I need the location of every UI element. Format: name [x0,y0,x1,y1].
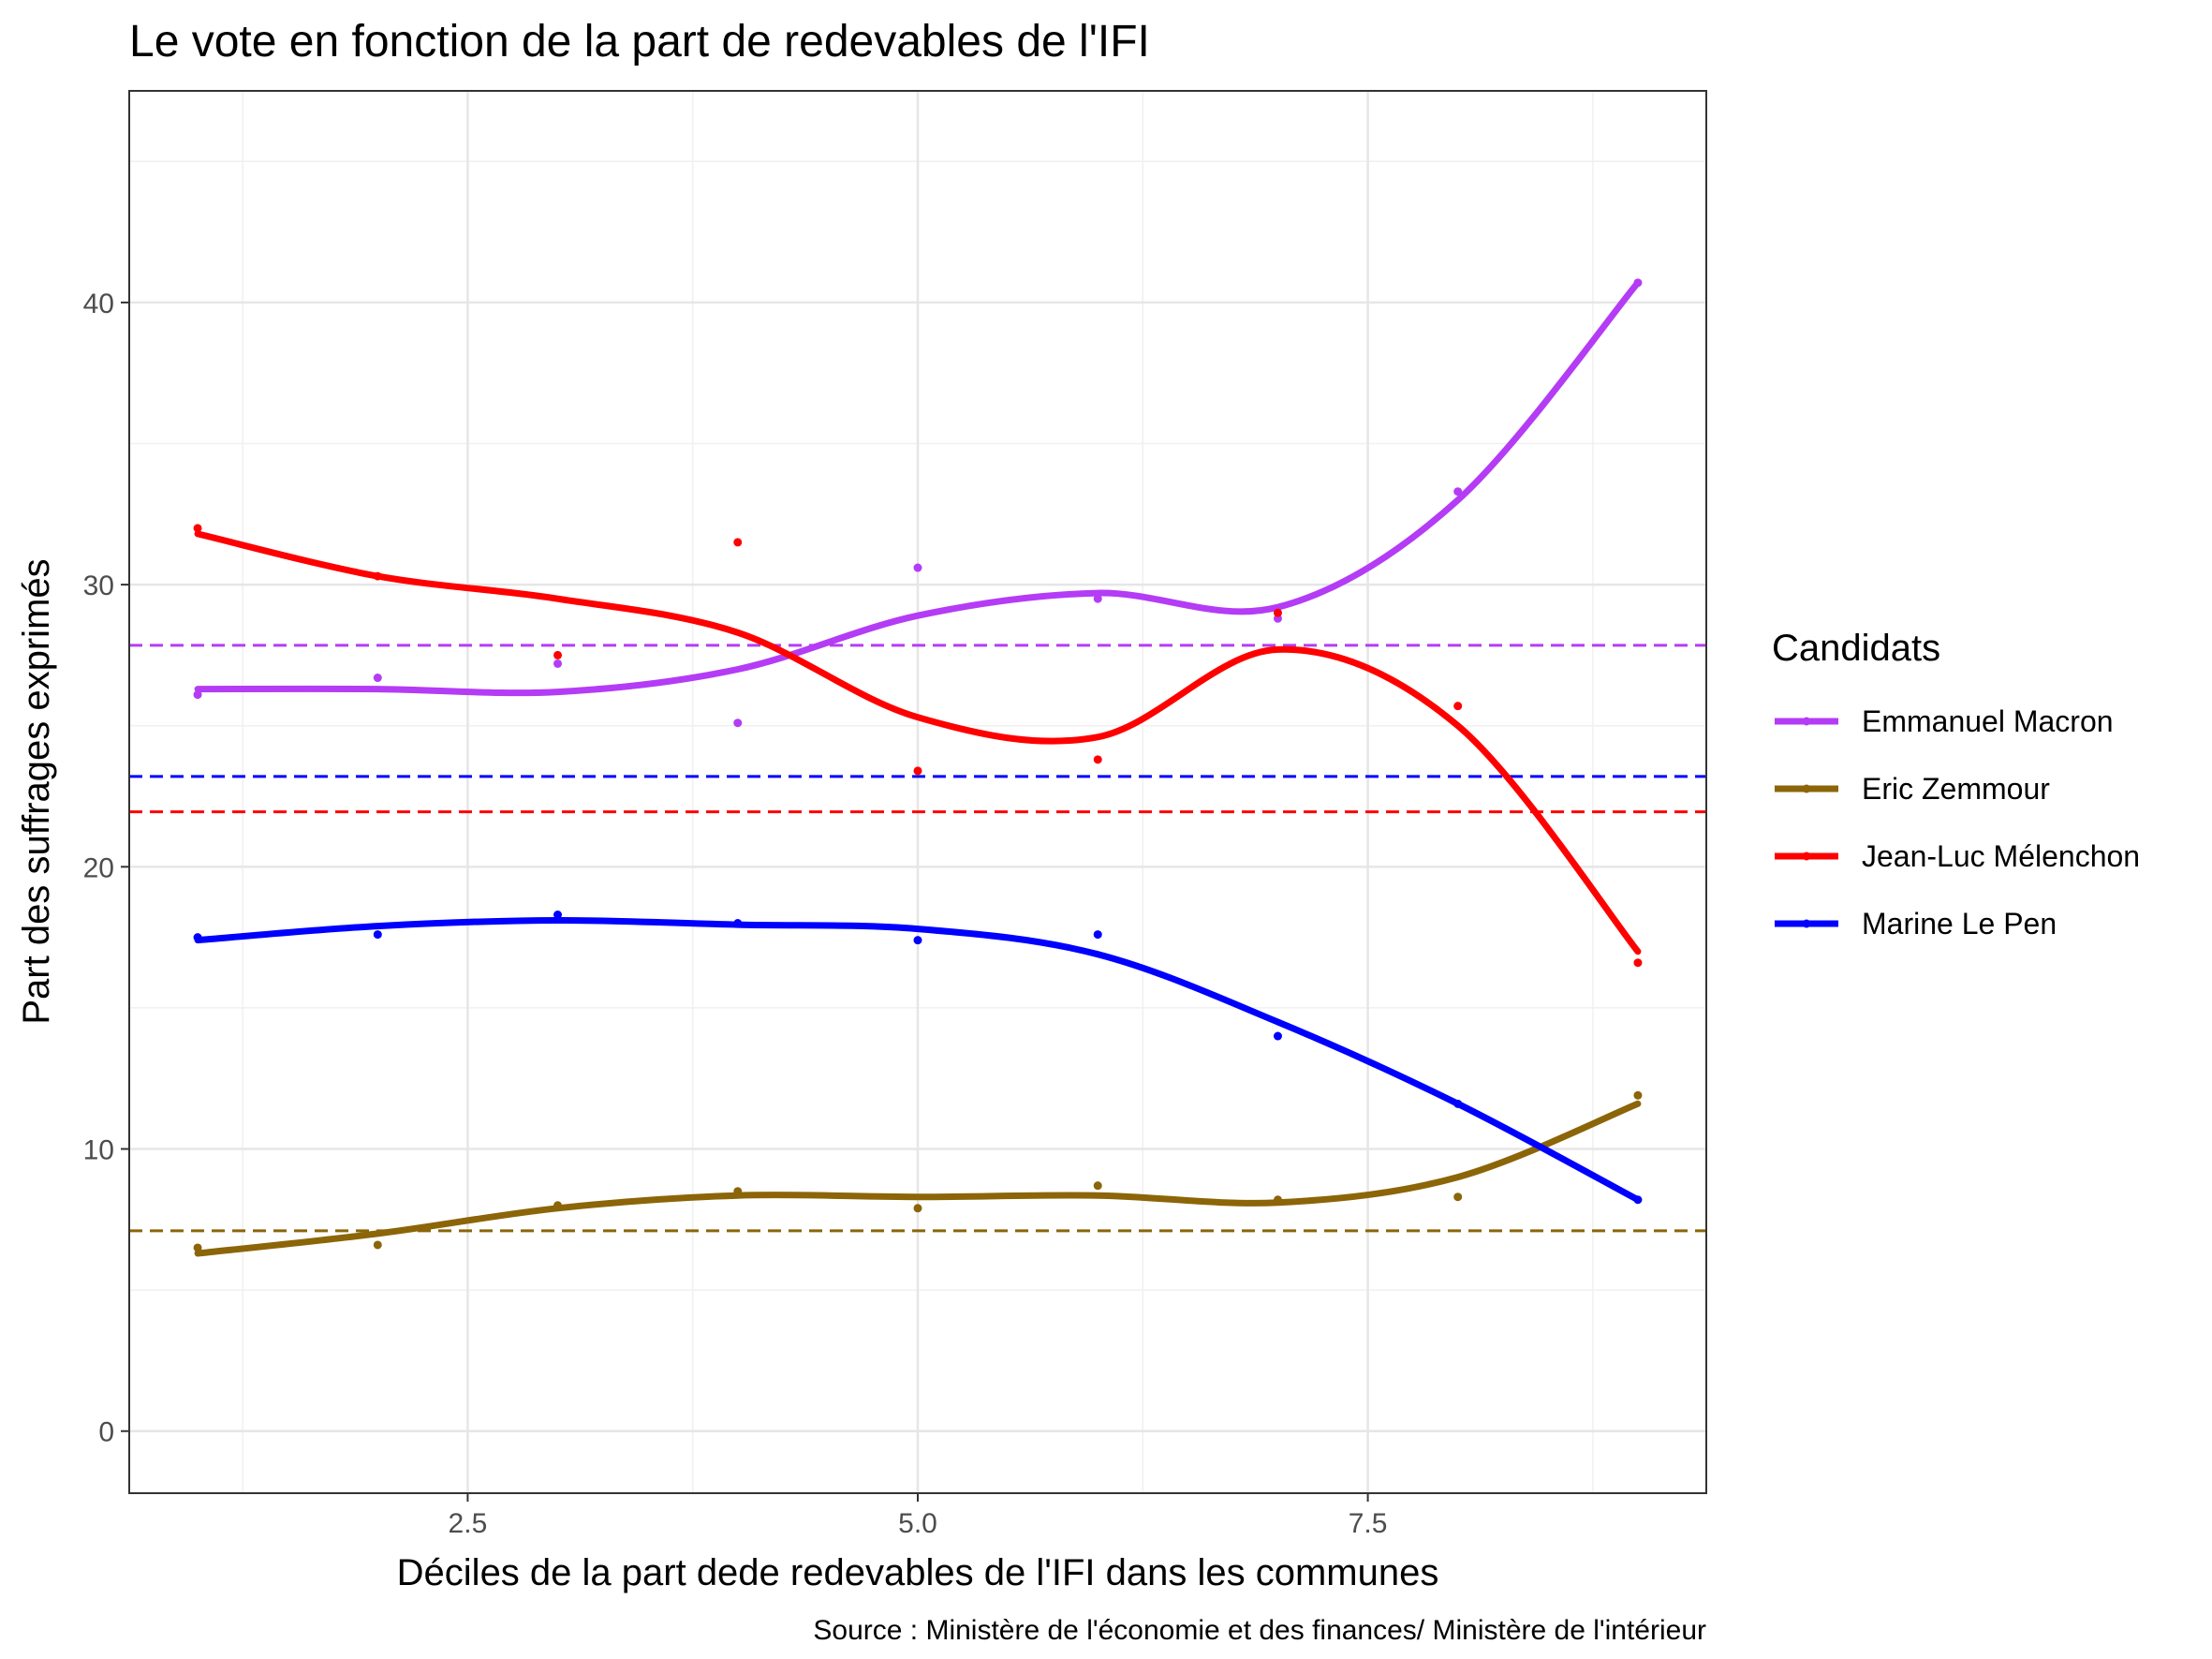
data-point [193,690,202,700]
chart-title: Le vote en fonction de la part de redeva… [129,17,1150,67]
data-point [1453,1099,1463,1108]
data-point [1093,594,1102,603]
data-point [553,911,563,920]
data-point [733,718,743,728]
legend-key-point [1802,717,1811,726]
data-point [193,524,202,533]
data-point [733,1187,743,1196]
legend-item: Eric Zemmour [1775,772,2050,806]
legend-title: Candidats [1772,628,1940,669]
x-tick-label: 5.0 [898,1508,937,1539]
data-point [553,659,563,668]
series-line [194,279,1642,697]
legend-label: Marine Le Pen [1862,907,2057,941]
data-point [1453,1192,1463,1202]
y-tick-label: 10 [83,1135,114,1166]
data-point [913,1204,922,1213]
legend-item: Jean-Luc Mélenchon [1775,839,2140,873]
data-point [1633,278,1643,288]
data-point [913,563,922,572]
x-axis-title: Déciles de la part dede redevables de l'… [397,1552,1439,1593]
series-line [194,916,1642,1204]
y-tick-label: 40 [83,289,114,319]
legend-item: Emmanuel Macron [1775,704,2114,738]
x-tick-label: 7.5 [1349,1508,1388,1539]
data-point [913,766,922,776]
data-point [373,1240,382,1250]
y-axis: 0 10 20 30 40 [83,289,129,1448]
legend-key-point [1802,784,1811,793]
data-point [733,919,743,928]
data-point [1633,1090,1643,1100]
data-point [373,674,382,683]
data-point [1273,608,1282,617]
mean-lines [129,644,1706,1233]
legend-label: Emmanuel Macron [1862,704,2114,738]
data-point [733,538,743,547]
x-axis: 2.5 5.0 7.5 [449,1493,1388,1539]
legend-item: Marine Le Pen [1775,907,2057,941]
data-point [1633,1195,1643,1205]
grid [129,91,1706,1493]
data-points [193,278,1643,1252]
legend-label: Eric Zemmour [1862,772,2050,806]
data-point [1453,487,1463,496]
legend-key-point [1802,919,1811,928]
legend-key-point [1802,852,1811,861]
series-line [194,530,1642,955]
data-point [553,650,563,659]
smooth-lines [194,279,1642,1257]
x-tick-label: 2.5 [449,1508,488,1539]
data-point [1633,958,1643,968]
data-point [373,571,382,581]
y-tick-label: 20 [83,852,114,883]
data-point [193,1243,202,1252]
data-point [1093,1181,1102,1191]
data-point [1273,1031,1282,1041]
source-caption: Source : Ministère de l'économie et des … [813,1615,1706,1646]
data-point [1453,702,1463,711]
y-tick-label: 0 [98,1417,114,1448]
data-point [1273,1195,1282,1205]
data-point [193,933,202,942]
legend: Candidats Emmanuel Macron Eric Zemmour Jea… [1772,628,2140,941]
data-point [553,1201,563,1210]
data-point [1093,755,1102,764]
y-tick-label: 30 [83,570,114,601]
legend-label: Jean-Luc Mélenchon [1862,839,2140,873]
data-point [913,936,922,945]
data-point [1093,930,1102,940]
data-point [373,930,382,940]
series-line [194,1100,1642,1257]
y-axis-title: Part des suffrages exprimés [16,558,57,1024]
